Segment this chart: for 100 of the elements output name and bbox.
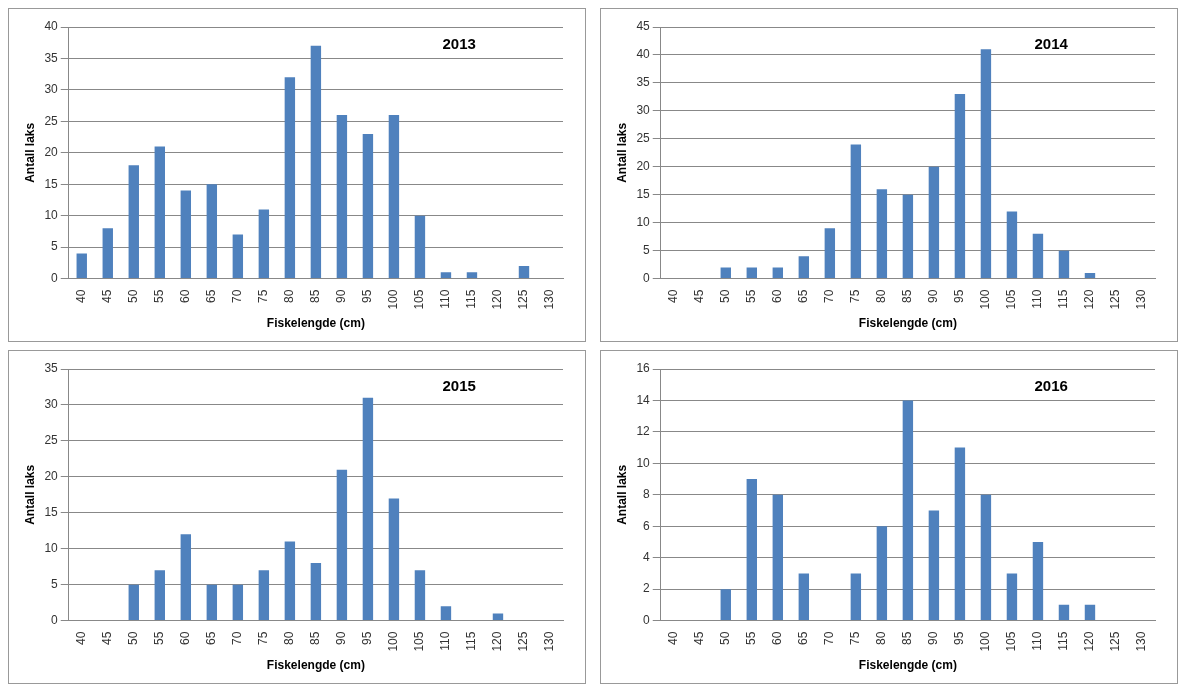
bar: [876, 189, 888, 279]
x-tick-label: 125: [1108, 631, 1123, 652]
x-tick-label: 55: [152, 631, 167, 645]
bar: [128, 584, 139, 621]
x-tick-label: 80: [282, 631, 297, 645]
y-axis-title: Antall laks: [614, 122, 629, 183]
y-tick-label: 10: [44, 208, 59, 222]
y-tick-label: 40: [636, 47, 651, 62]
x-tick-label: 95: [360, 289, 375, 303]
y-tick-label: 8: [643, 487, 651, 502]
bar: [232, 234, 244, 279]
bar: [850, 573, 862, 621]
y-tick-label: 30: [636, 103, 651, 118]
y-tick-label: 0: [51, 612, 59, 627]
x-tick-label: 110: [1030, 289, 1045, 309]
y-tick-label: 30: [44, 397, 59, 412]
bar: [928, 510, 940, 621]
x-tick-label: 40: [666, 289, 681, 303]
x-tick-label: 40: [74, 631, 89, 645]
bar: [362, 397, 374, 621]
bar: [720, 267, 731, 279]
x-tick-label: 85: [900, 289, 915, 303]
x-tick-label: 45: [100, 289, 115, 303]
y-tick-label: 40: [44, 19, 59, 34]
bar: [336, 115, 348, 279]
x-tick-label: 45: [100, 631, 115, 645]
text: 2016: [1034, 376, 1068, 394]
bar: [772, 267, 784, 279]
x-axis-title: Fiskelengde (cm): [266, 316, 365, 331]
x-tick-label: 100: [978, 631, 993, 652]
x-tick-label: 55: [744, 631, 759, 645]
text: 2013: [442, 34, 476, 52]
bar: [1084, 272, 1096, 279]
bar: [876, 526, 888, 621]
bar: [1032, 233, 1044, 279]
bar: [102, 228, 113, 279]
y-tick-label: 12: [636, 424, 651, 439]
bar: [980, 494, 992, 621]
x-tick-label: 80: [874, 631, 889, 645]
x-tick-label: 105: [412, 289, 427, 310]
y-axis-title: Antall laks: [614, 464, 629, 525]
y-tick-label: 25: [636, 131, 651, 146]
bar: [388, 498, 400, 621]
y-tick-label: 15: [44, 176, 59, 191]
y-tick-label: 5: [643, 242, 651, 257]
bar: [798, 256, 810, 279]
x-tick-label: 95: [952, 631, 967, 645]
bar: [798, 573, 810, 621]
bar: [414, 570, 426, 621]
x-tick-label: 70: [822, 289, 837, 303]
bar: [954, 94, 966, 279]
bar: [1006, 573, 1018, 621]
x-tick-label: 125: [516, 631, 531, 652]
x-tick-label: 115: [1056, 289, 1071, 309]
x-tick-label: 105: [1004, 289, 1019, 310]
bar: [180, 534, 192, 621]
x-tick-label: 130: [1134, 631, 1149, 652]
x-tick-label: 70: [230, 289, 245, 303]
bar: [518, 266, 530, 279]
y-tick-label: 15: [44, 505, 59, 520]
bar: [336, 469, 348, 621]
x-tick-label: 65: [204, 289, 219, 303]
bar: [902, 194, 914, 279]
bar: [954, 447, 966, 621]
y-tick-label: 2: [643, 581, 651, 596]
bar: [284, 77, 296, 279]
x-tick-label: 120: [490, 631, 505, 652]
x-tick-label: 65: [796, 631, 811, 645]
text: 2014: [1034, 34, 1069, 52]
x-tick-label: 100: [978, 289, 993, 310]
bar: [824, 228, 836, 279]
bar: [414, 215, 426, 279]
y-tick-label: 4: [643, 550, 651, 564]
y-tick-label: 25: [44, 433, 59, 448]
bar: [258, 209, 270, 279]
y-tick-label: 15: [636, 187, 651, 202]
x-tick-label: 40: [74, 289, 89, 303]
x-tick-label: 100: [386, 631, 401, 652]
x-tick-label: 130: [542, 631, 557, 652]
bar: [746, 267, 757, 279]
bar: [980, 49, 992, 279]
bar: [1084, 604, 1096, 621]
x-axis-title: Fiskelengde (cm): [858, 658, 957, 673]
y-axis-title: Antall laks: [22, 464, 37, 525]
y-tick-label: 0: [51, 270, 59, 285]
y-tick-label: 35: [44, 361, 59, 376]
y-tick-label: 10: [636, 214, 651, 229]
bar: [128, 165, 139, 279]
bar: [1058, 604, 1070, 621]
x-tick-label: 65: [796, 289, 811, 303]
x-tick-label: 85: [308, 631, 323, 645]
bar: [154, 570, 165, 621]
bar: [440, 606, 452, 621]
x-tick-label: 95: [360, 631, 375, 645]
x-tick-label: 75: [848, 631, 863, 645]
bar: [492, 613, 504, 621]
x-tick-label: 115: [464, 631, 479, 651]
x-tick-label: 80: [282, 289, 297, 303]
x-tick-label: 130: [1134, 289, 1149, 310]
y-tick-label: 5: [51, 576, 59, 591]
